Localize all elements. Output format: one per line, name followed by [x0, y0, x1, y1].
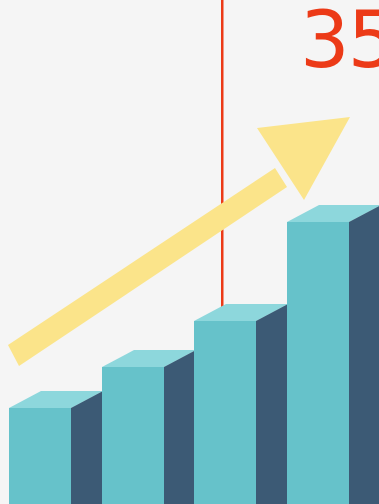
bar-3-top: [194, 304, 288, 321]
arrow-head: [257, 117, 350, 200]
bar-2-side: [164, 350, 196, 504]
arrow-shaft: [8, 168, 287, 366]
vertical-divider-line: [221, 0, 224, 330]
trend-up-arrow-icon: [8, 117, 350, 366]
bar-1-front: [9, 408, 71, 504]
bar-3-side: [256, 304, 288, 504]
headline-number: 35: [300, 0, 379, 86]
bar-2-top: [102, 350, 196, 367]
bar-1: [9, 391, 103, 504]
bar-4-top: [287, 205, 379, 222]
bar-1-top: [9, 391, 103, 408]
bar-4-front: [287, 222, 349, 504]
bar-3-front: [194, 321, 256, 504]
bar-4-side: [349, 206, 379, 504]
bar-1-side: [71, 391, 103, 504]
bar-3: [194, 304, 288, 504]
bar-4: [287, 205, 379, 504]
bar-2: [102, 350, 196, 504]
bar-2-front: [102, 367, 164, 504]
